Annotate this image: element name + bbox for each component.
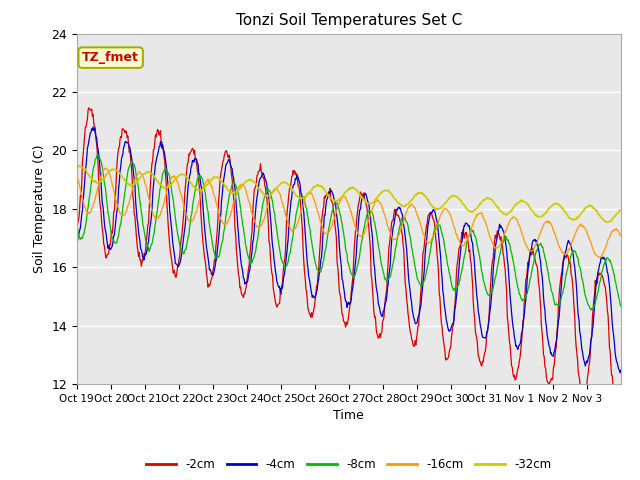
-16cm: [617, 233, 625, 239]
Text: TZ_fmet: TZ_fmet: [82, 51, 139, 64]
-16cm: [436, 215, 444, 220]
-32cm: [138, 173, 145, 179]
-4cm: [264, 191, 272, 197]
-4cm: [616, 370, 624, 376]
-2cm: [73, 231, 81, 237]
-32cm: [604, 219, 611, 225]
-8cm: [93, 152, 101, 158]
-16cm: [73, 171, 81, 177]
-16cm: [285, 222, 292, 228]
-8cm: [406, 231, 413, 237]
-16cm: [101, 165, 109, 171]
-32cm: [75, 163, 83, 168]
-2cm: [615, 408, 623, 414]
-32cm: [406, 199, 413, 205]
Title: Tonzi Soil Temperatures Set C: Tonzi Soil Temperatures Set C: [236, 13, 462, 28]
-32cm: [436, 206, 444, 212]
-16cm: [264, 201, 272, 207]
-4cm: [138, 247, 145, 253]
-2cm: [138, 264, 145, 269]
-8cm: [436, 222, 444, 228]
-16cm: [406, 203, 413, 209]
X-axis label: Time: Time: [333, 409, 364, 422]
-4cm: [406, 283, 413, 288]
-2cm: [85, 105, 93, 111]
-2cm: [285, 191, 292, 197]
-4cm: [237, 262, 245, 267]
Line: -8cm: -8cm: [77, 155, 621, 310]
-8cm: [285, 254, 292, 260]
-8cm: [617, 303, 625, 309]
-4cm: [436, 247, 444, 252]
-8cm: [237, 213, 245, 218]
-8cm: [73, 223, 81, 229]
-2cm: [406, 323, 413, 329]
-32cm: [73, 166, 81, 171]
-4cm: [89, 124, 97, 130]
-2cm: [237, 290, 245, 296]
-32cm: [264, 193, 272, 199]
-32cm: [285, 182, 292, 188]
-4cm: [617, 367, 625, 373]
-2cm: [617, 392, 625, 398]
-4cm: [73, 240, 81, 246]
-8cm: [138, 209, 145, 215]
-32cm: [617, 207, 625, 213]
Legend: -2cm, -4cm, -8cm, -16cm, -32cm: -2cm, -4cm, -8cm, -16cm, -32cm: [141, 454, 556, 476]
-8cm: [264, 186, 272, 192]
Line: -2cm: -2cm: [77, 108, 621, 411]
Line: -4cm: -4cm: [77, 127, 621, 373]
-16cm: [138, 172, 145, 178]
-2cm: [264, 220, 272, 226]
-16cm: [596, 254, 604, 260]
-16cm: [237, 181, 245, 187]
Y-axis label: Soil Temperature (C): Soil Temperature (C): [33, 144, 45, 273]
-32cm: [237, 184, 245, 190]
-4cm: [285, 223, 292, 229]
-2cm: [436, 295, 444, 301]
Line: -32cm: -32cm: [77, 166, 621, 222]
-8cm: [587, 307, 595, 313]
Line: -16cm: -16cm: [77, 168, 621, 257]
